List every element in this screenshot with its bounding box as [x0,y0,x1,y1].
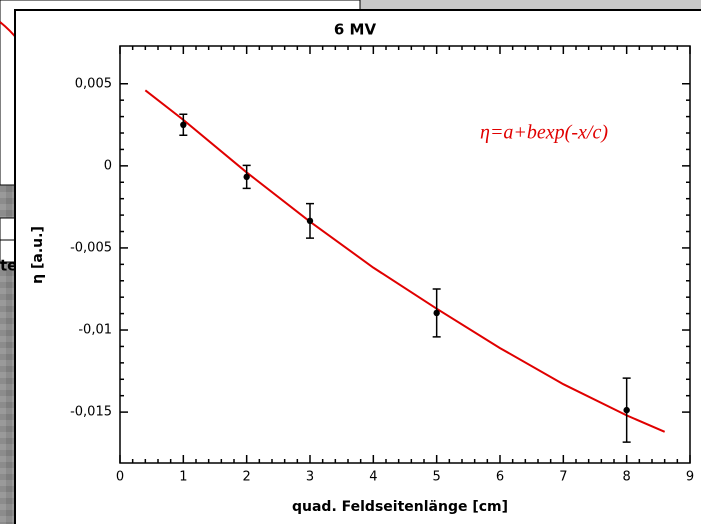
plot-frame [119,45,691,464]
x-tick-label: 9 [686,470,694,485]
x-tick-label: 8 [623,470,631,485]
y-tick-label: 0,005 [75,76,112,91]
x-tick-label: 5 [433,470,441,485]
data-point [306,217,314,225]
y-tick-label: -0,01 [78,323,112,338]
y-tick-label: -0,015 [70,405,112,420]
x-tick-label: 0 [116,470,124,485]
x-tick-label: 6 [496,470,504,485]
x-tick-label: 1 [179,470,187,485]
x-tick-label: 2 [243,470,251,485]
data-point [180,121,187,129]
background-text: te [0,257,17,275]
data-point [243,173,250,181]
fit-line [144,89,666,433]
data-point [433,309,440,317]
annotation: η=a+bexp(-x/c) [480,122,608,144]
chart-window [14,9,701,524]
y-tick-label: -0,005 [70,240,112,255]
x-tick-label: 4 [369,470,377,485]
x-tick-label: 7 [559,470,567,485]
y-tick-label: 0 [104,158,112,173]
data-point [623,406,630,414]
x-axis-label: quad. Feldseitenlänge [cm] [292,499,508,515]
y-axis-label: η [a.u.] [30,226,46,284]
x-tick-label: 3 [306,470,314,485]
chart-title: 6 MV [334,21,377,39]
